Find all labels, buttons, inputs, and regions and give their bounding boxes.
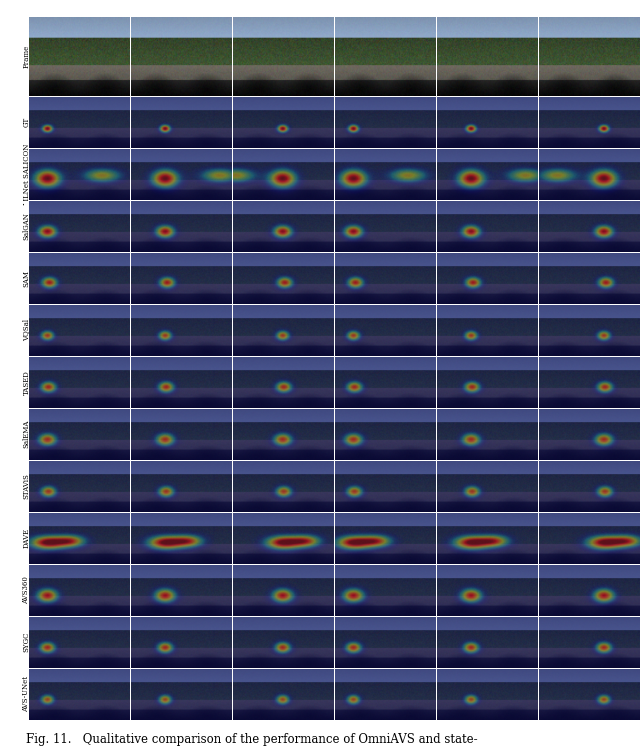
Text: Frame: Frame <box>22 45 31 68</box>
Text: DAVE: DAVE <box>22 528 31 548</box>
Text: SAM: SAM <box>22 270 31 287</box>
Text: STAViS: STAViS <box>22 473 31 499</box>
Text: SalEMA: SalEMA <box>22 420 31 448</box>
Text: AVS-UNet: AVS-UNet <box>22 676 31 712</box>
Text: AVS360: AVS360 <box>22 576 31 604</box>
Text: TASED: TASED <box>22 370 31 395</box>
Text: SalGAN: SalGAN <box>22 212 31 240</box>
Text: GT: GT <box>22 117 31 127</box>
Text: VQSal: VQSal <box>22 319 31 341</box>
Text: SYGC: SYGC <box>22 632 31 652</box>
Text: Fig. 11.   Qualitative comparison of the performance of OmniAVS and state-: Fig. 11. Qualitative comparison of the p… <box>26 733 477 746</box>
Text: MLNet SALICON: MLNet SALICON <box>22 144 31 205</box>
